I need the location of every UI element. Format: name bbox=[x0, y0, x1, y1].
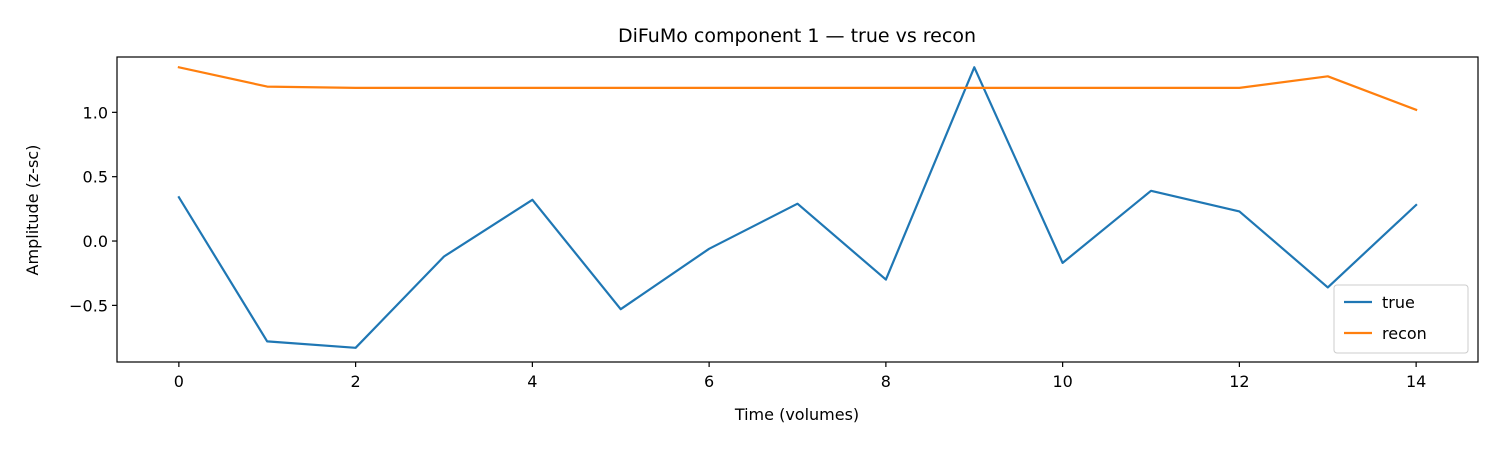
x-axis-title: Time (volumes) bbox=[734, 405, 859, 424]
y-axis-title: Amplitude (z-sc) bbox=[23, 145, 42, 276]
plot-frame bbox=[116, 56, 1479, 363]
chart-title: DiFuMo component 1 — true vs recon bbox=[618, 25, 976, 47]
x-tick-label: 10 bbox=[1052, 372, 1072, 391]
y-tick-label: −0.5 bbox=[69, 296, 108, 315]
y-tick-label: 0.5 bbox=[83, 168, 108, 187]
plot-area bbox=[116, 56, 1479, 363]
y-axis: −0.5 0.0 0.5 1.0 bbox=[69, 103, 117, 315]
series-line-recon bbox=[177, 65, 1418, 112]
x-tick-label: 4 bbox=[527, 372, 537, 391]
legend: true recon bbox=[1333, 284, 1469, 354]
x-tick-label: 12 bbox=[1229, 372, 1249, 391]
series-layer bbox=[177, 65, 1418, 349]
x-tick-label: 0 bbox=[174, 372, 184, 391]
x-tick-label: 8 bbox=[881, 372, 891, 391]
x-tick-label: 2 bbox=[351, 372, 361, 391]
x-tick-label: 14 bbox=[1406, 372, 1426, 391]
legend-label-recon: recon bbox=[1382, 324, 1427, 343]
x-tick-label: 6 bbox=[704, 372, 714, 391]
legend-label-true: true bbox=[1382, 293, 1415, 312]
series-line-true bbox=[177, 66, 1418, 349]
y-tick-label: 1.0 bbox=[83, 103, 108, 122]
x-axis: 0 2 4 6 8 10 12 14 bbox=[174, 362, 1426, 391]
y-tick-label: 0.0 bbox=[83, 232, 108, 251]
